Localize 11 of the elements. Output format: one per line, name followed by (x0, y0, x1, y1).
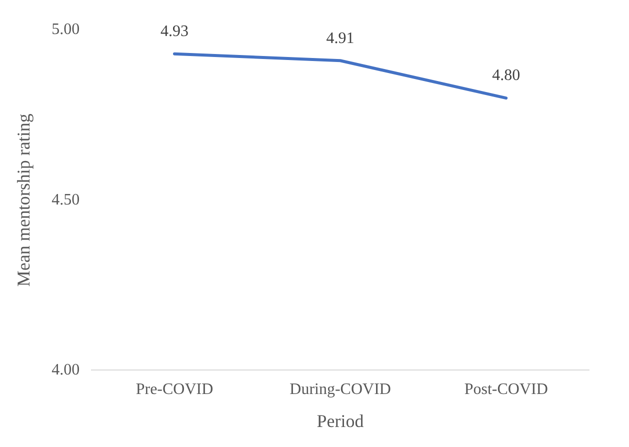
data-label: 4.80 (492, 67, 520, 84)
x-axis-title: Period (316, 410, 364, 431)
x-tick-label: Post-COVID (464, 381, 548, 398)
x-tick-label: During-COVID (290, 381, 391, 398)
y-tick-label: 5.00 (52, 21, 80, 38)
data-label: 4.91 (326, 30, 354, 47)
data-label: 4.93 (160, 23, 188, 40)
y-tick-label: 4.00 (52, 361, 80, 378)
y-tick-label: 4.50 (52, 191, 80, 208)
x-tick-label: Pre-COVID (136, 381, 214, 398)
y-axis-title: Mean mentorship rating (14, 114, 34, 287)
